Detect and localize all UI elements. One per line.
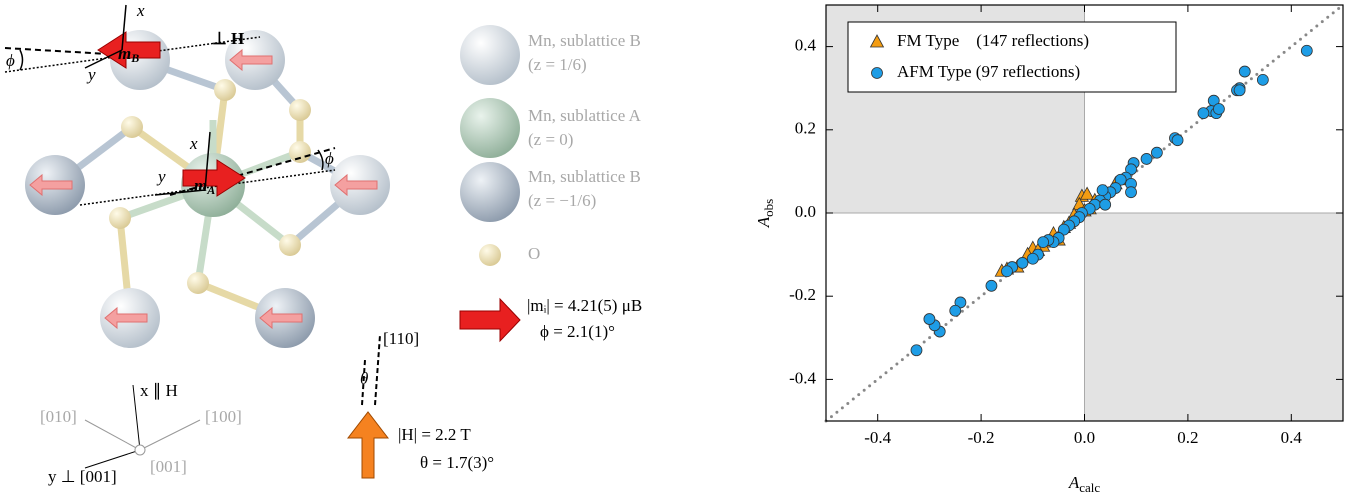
point — [1234, 85, 1245, 96]
moment-label-main: m — [194, 176, 207, 195]
x-axis-label-sub: calc — [1079, 480, 1100, 495]
quadrant-shade — [1085, 213, 1344, 421]
field-theta: θ = 1.7(3)° — [420, 453, 494, 472]
x-tick-label: -0.2 — [968, 428, 995, 447]
x-tick-label: -0.4 — [864, 428, 891, 447]
y-tick-label: 0.4 — [795, 36, 817, 55]
x-axis-label: Acalc — [1068, 473, 1101, 495]
point — [1172, 135, 1183, 146]
legend-label: AFM Type (97 reflections) — [897, 62, 1080, 81]
legend-marker — [872, 68, 883, 79]
y-tick-label: -0.2 — [789, 285, 816, 304]
moment-label-sub: A — [206, 183, 215, 197]
moment-text: |mᵢ| = 4.21(5) μB — [527, 296, 642, 315]
legend-label: FM Type (147 reflections) — [897, 31, 1089, 50]
point — [1038, 237, 1049, 248]
axis-text: y ⊥ [001] — [48, 467, 117, 486]
legend-label: Mn, sublattice B — [528, 167, 641, 186]
legend-label: Mn, sublattice A — [528, 106, 642, 125]
point — [911, 345, 922, 356]
axis-text: [100] — [205, 407, 242, 426]
point — [1100, 199, 1111, 210]
y-tick-label: 0.0 — [795, 202, 816, 221]
legend-detail: (z = 1/6) — [528, 55, 587, 74]
point — [1213, 104, 1224, 115]
axis-text: [001] — [150, 457, 187, 476]
y-axis-label: Aobs — [754, 199, 776, 228]
axis-text: [010] — [40, 407, 77, 426]
moment-icon — [460, 299, 520, 341]
point — [1198, 108, 1209, 119]
legend-label: Mn, sublattice B — [528, 31, 641, 50]
dir-label: [110] — [383, 329, 419, 348]
legend-detail: (z = 0) — [528, 130, 573, 149]
legend-detail: (z = −1/6) — [528, 191, 596, 210]
point — [1257, 74, 1268, 85]
axis-label: y — [86, 65, 96, 84]
point — [1097, 185, 1108, 196]
point — [1141, 153, 1152, 164]
phi-label: ϕ — [325, 149, 334, 168]
axis-label: x — [136, 1, 145, 20]
point — [1001, 266, 1012, 277]
point — [986, 280, 997, 291]
point — [1027, 253, 1038, 264]
field-arrow — [348, 412, 388, 478]
point — [1301, 45, 1312, 56]
x-tick-label: 0.2 — [1177, 428, 1198, 447]
field-text: |H| = 2.2 T — [398, 425, 471, 444]
axis-label: y — [156, 167, 166, 186]
moment-label-main: m — [118, 44, 131, 63]
point — [1017, 257, 1028, 268]
y-axis-label-sub: obs — [761, 199, 776, 217]
phi-label: ϕ — [6, 51, 15, 70]
axis-label: x — [189, 134, 198, 153]
theta-label: θ — [360, 369, 368, 388]
point — [1151, 147, 1162, 158]
point — [924, 314, 935, 325]
point — [1126, 187, 1137, 198]
atom-legend: Mn, sublattice B (z = 1/6) Mn, sublattic… — [40, 25, 642, 486]
x-tick-label: 0.0 — [1074, 428, 1095, 447]
legend-label: O — [528, 244, 540, 263]
y-tick-label: 0.2 — [795, 119, 816, 138]
figure: x y mB ⊥ H ϕ x y mA ϕ Mn, sublattice B (… — [0, 0, 1364, 497]
perp-label: ⊥ H — [212, 29, 244, 48]
x-tick-label: 0.4 — [1281, 428, 1303, 447]
y-tick-label: -0.4 — [789, 368, 816, 387]
x-axis-label-main: A — [1068, 473, 1080, 492]
moment-phi: ϕ = 2.1(1)° — [540, 322, 615, 341]
axis-text: x ∥ H — [140, 381, 178, 400]
point — [950, 305, 961, 316]
structure-diagram: x y mB ⊥ H ϕ x y mA ϕ — [5, 1, 390, 348]
y-axis-label-main: A — [754, 216, 773, 228]
moment-label-sub: B — [130, 51, 139, 65]
point — [1239, 66, 1250, 77]
